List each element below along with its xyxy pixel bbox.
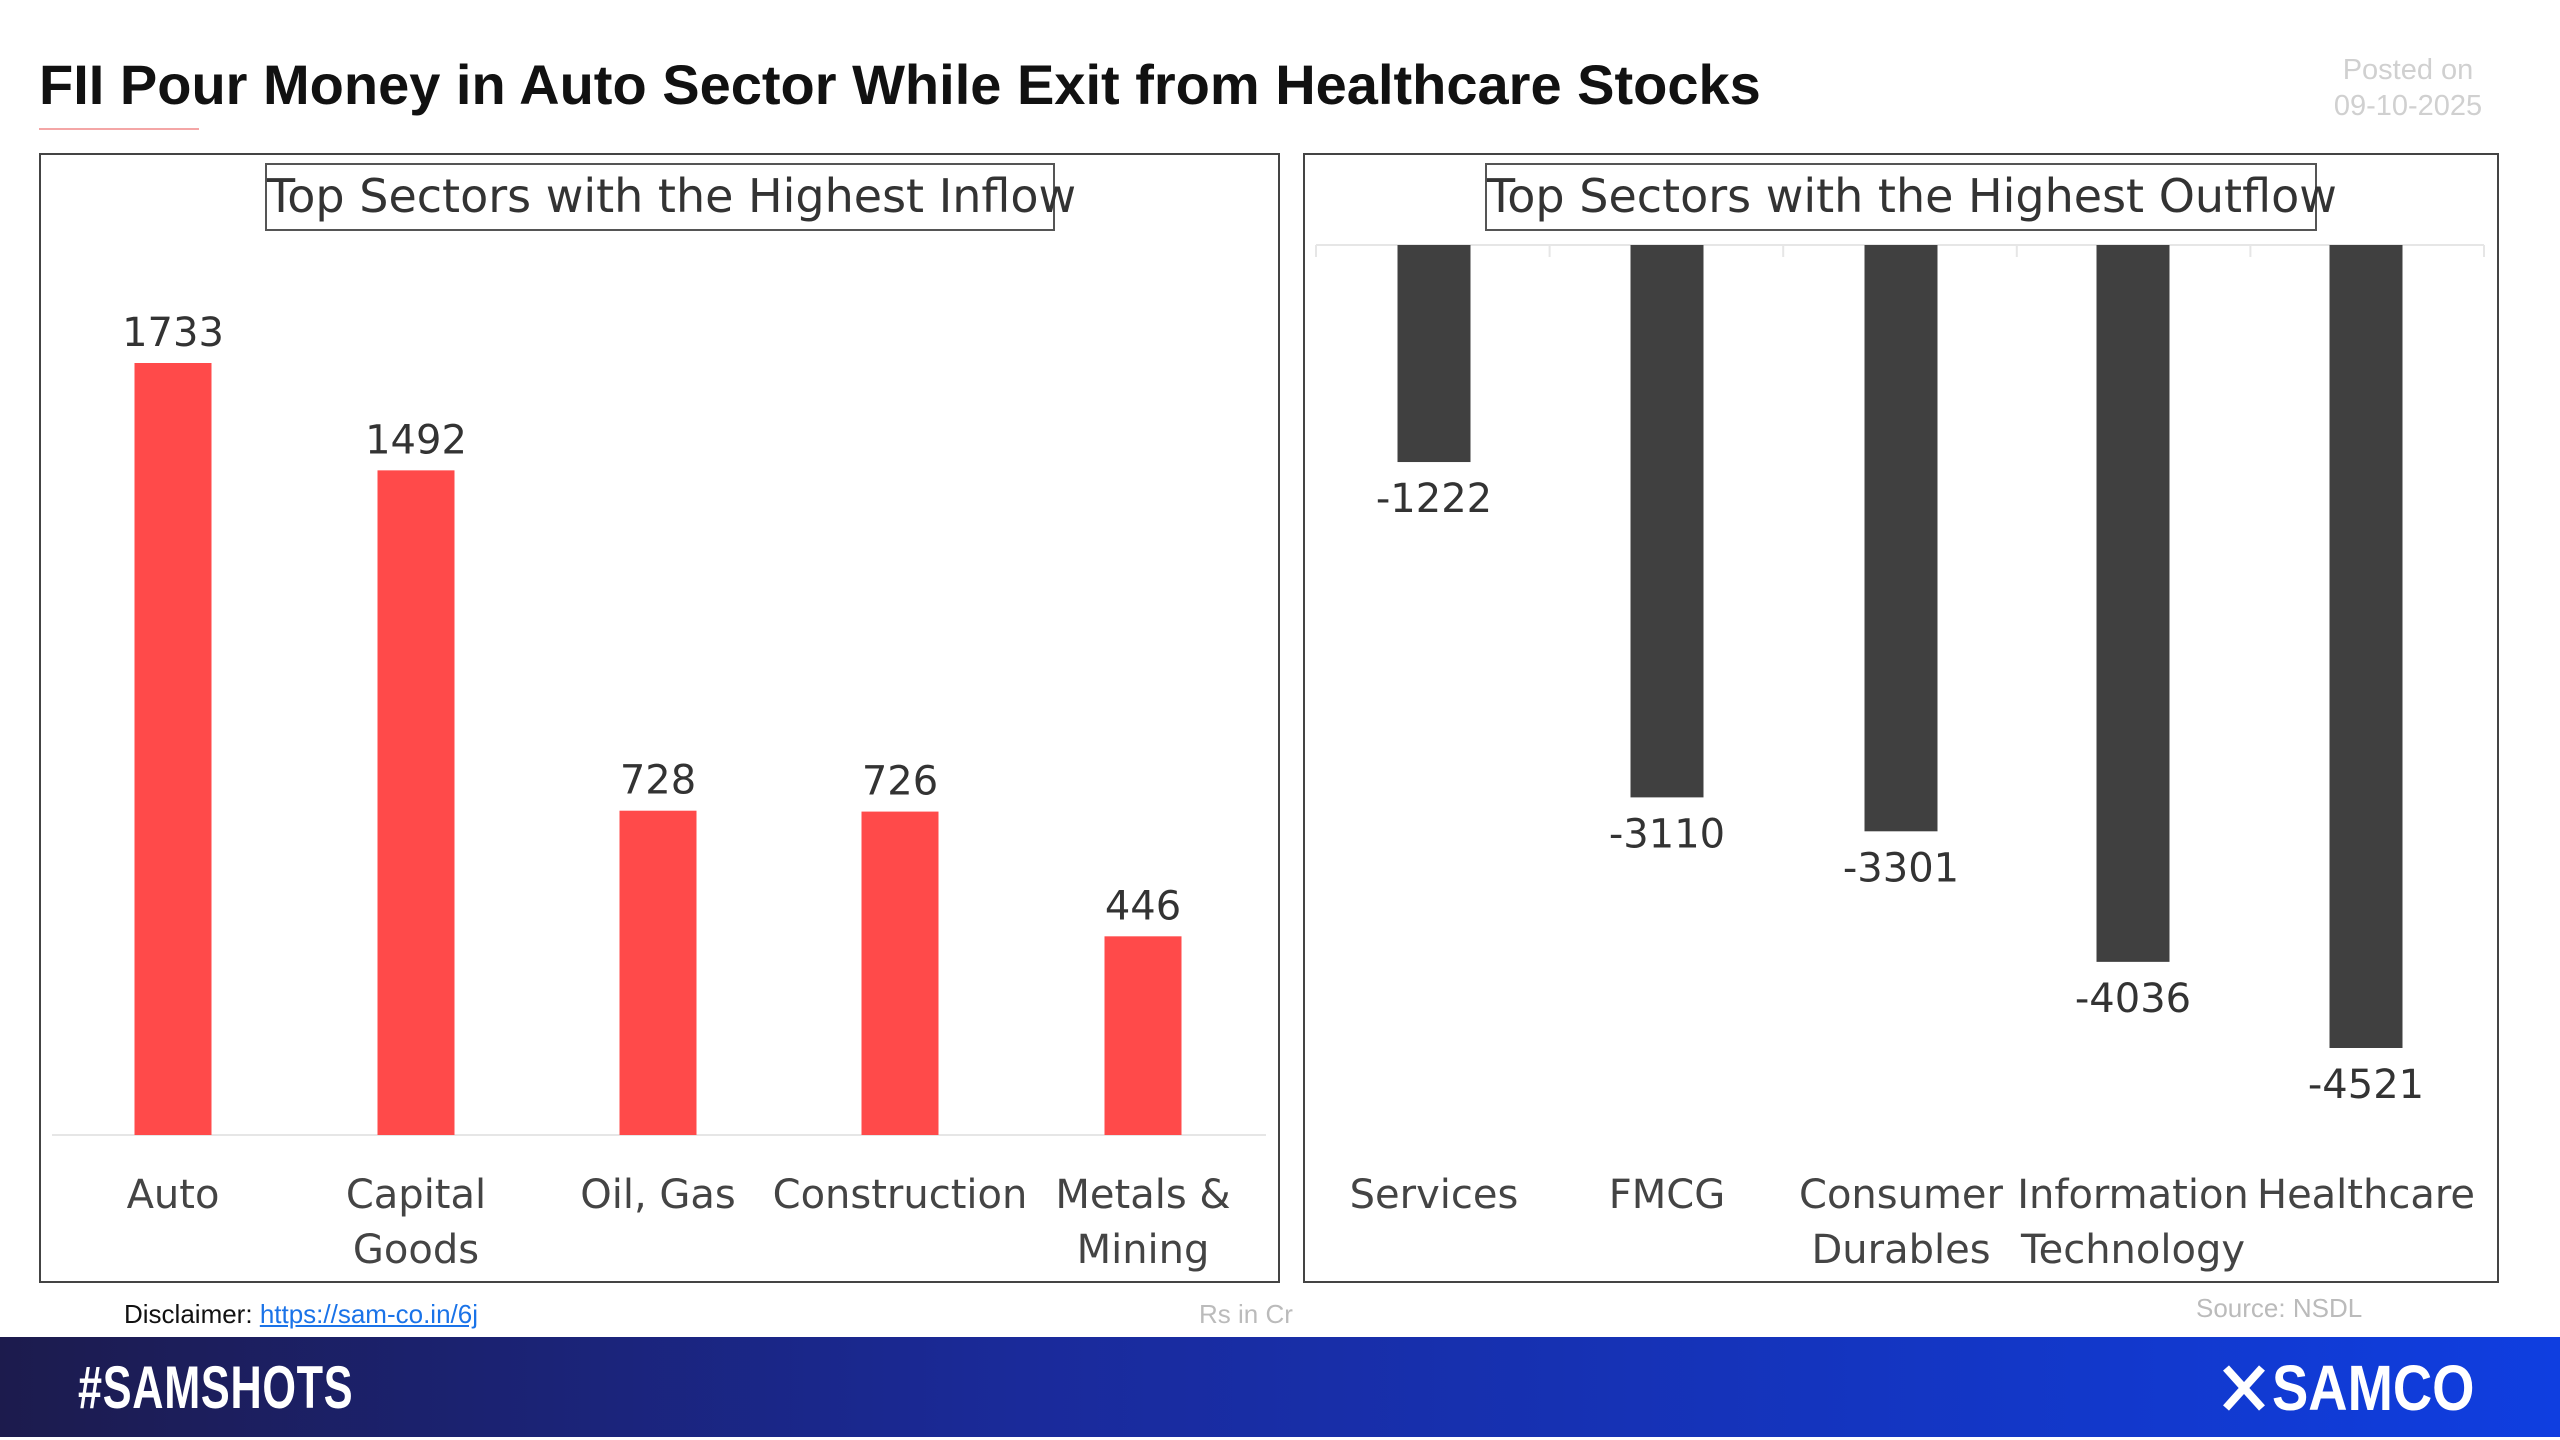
posted-date-value: 09-10-2025 — [2333, 90, 2483, 122]
hashtag: #SAMSHOTS — [78, 1354, 354, 1421]
source-label: Source: NSDL — [2196, 1293, 2363, 1323]
disclaimer: Disclaimer: https://sam-co.in/6j — [124, 1299, 478, 1330]
outflow-panel: Top Sectors with the Highest Outflow — [1303, 153, 2499, 1283]
posted-label: Posted on — [2342, 54, 2474, 86]
logo-text: SAMCO — [2272, 1352, 2475, 1424]
inflow-panel: Top Sectors with the Highest Inflow — [39, 153, 1280, 1283]
inflow-chart-title: Top Sectors with the Highest Inflow — [265, 163, 1076, 231]
samco-logo: SAMCO — [2222, 1351, 2510, 1425]
samco-logo-icon — [2223, 1365, 2265, 1411]
title-underline — [39, 128, 199, 130]
posted-date: Posted on 09-10-2025 — [2300, 52, 2516, 124]
disclaimer-label: Disclaimer: — [124, 1299, 253, 1329]
footer-banner: #SAMSHOTS SAMCO — [0, 1337, 2560, 1437]
page-title: FII Pour Money in Auto Sector While Exit… — [39, 53, 1761, 116]
outflow-chart-title: Top Sectors with the Highest Outflow — [1485, 163, 2337, 231]
disclaimer-link[interactable]: https://sam-co.in/6j — [259, 1299, 479, 1329]
units-label: Rs in Cr — [1199, 1299, 1293, 1329]
